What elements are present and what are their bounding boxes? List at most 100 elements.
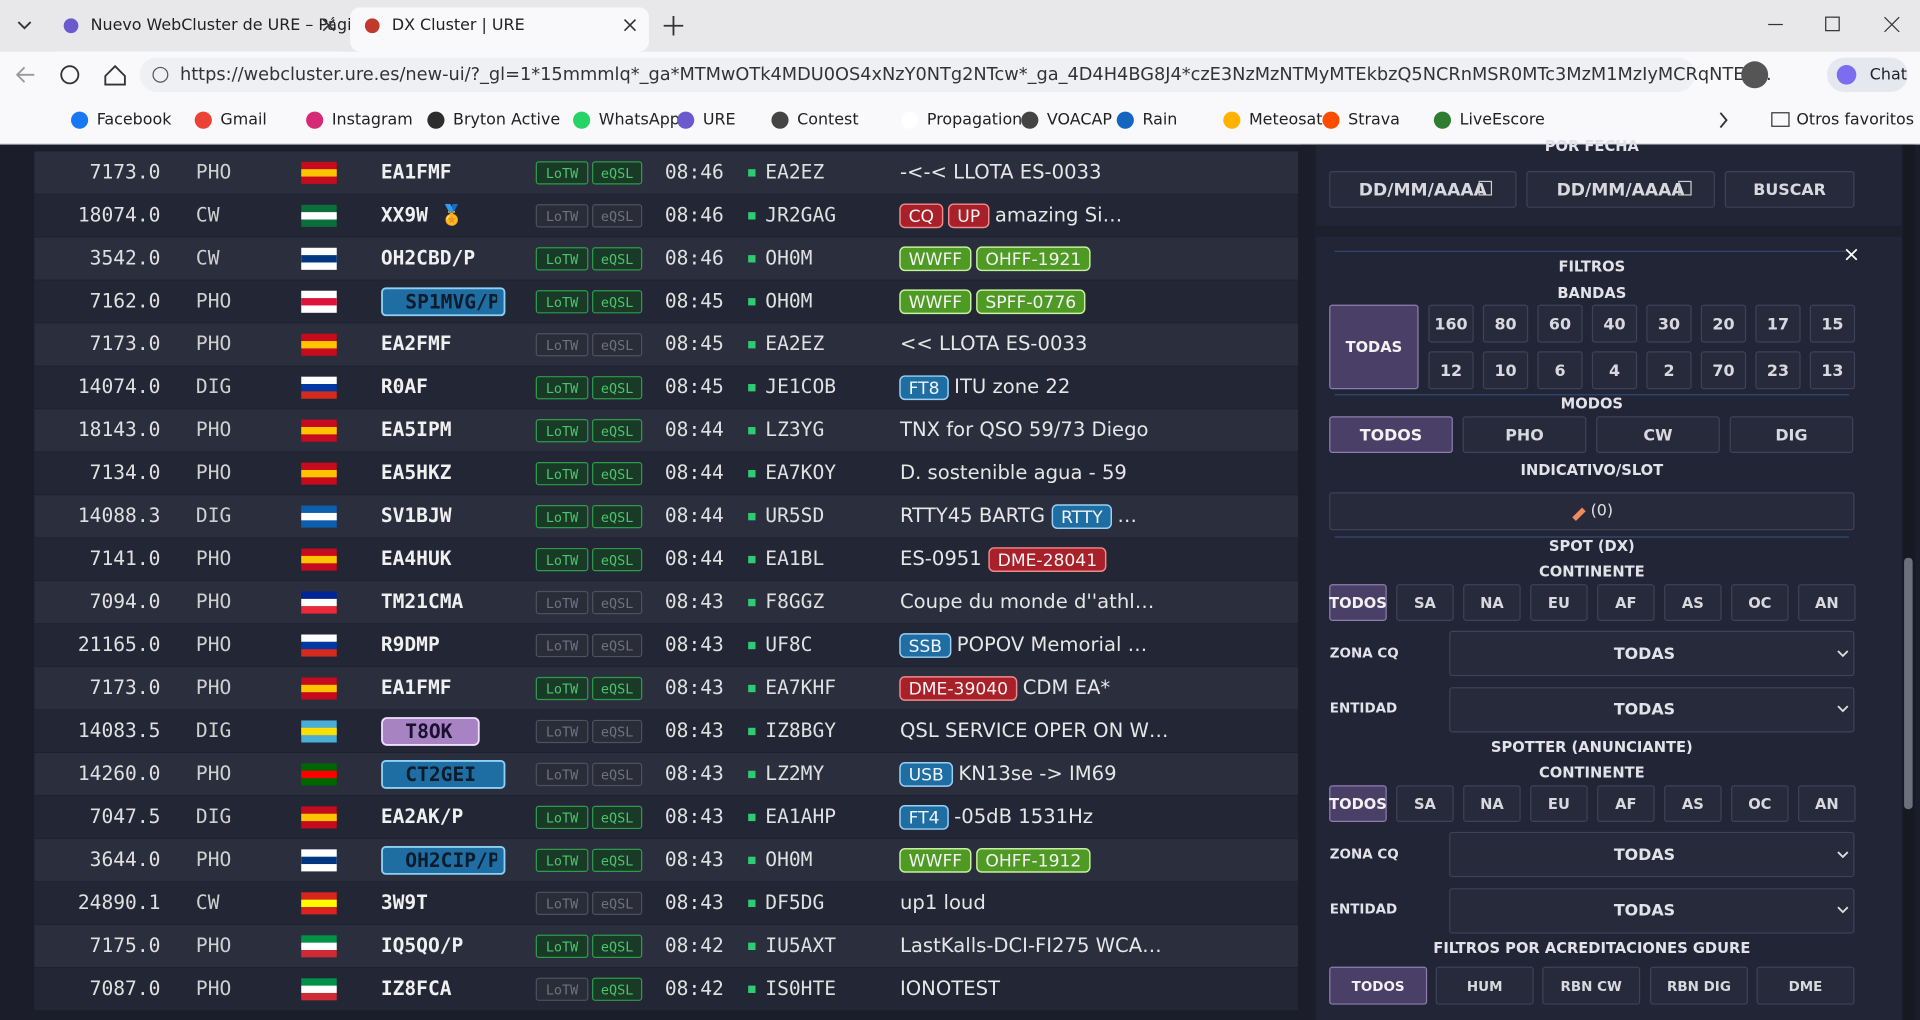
band-button[interactable]	[1591, 351, 1638, 390]
table-row[interactable]	[34, 624, 1298, 667]
time: 08:42	[665, 977, 724, 1000]
band-button[interactable]	[1482, 351, 1529, 390]
continent-button[interactable]	[1664, 584, 1722, 621]
bookmark-icon	[1322, 111, 1340, 129]
comment-tag-label: RTTY	[1061, 508, 1103, 528]
continent-button[interactable]	[1798, 584, 1856, 621]
tab-dropdown	[17, 21, 32, 30]
band-button[interactable]	[1482, 304, 1529, 343]
accreditation-button[interactable]	[1542, 966, 1641, 1005]
time: 08:43	[665, 676, 724, 699]
badge	[535, 676, 589, 701]
select[interactable]	[1449, 888, 1855, 934]
band-button-label: 23	[1767, 361, 1789, 380]
continent-button[interactable]	[1731, 584, 1789, 621]
flag-detail	[301, 341, 337, 349]
badge	[592, 805, 643, 830]
band-button[interactable]	[1646, 304, 1692, 343]
continent-button[interactable]	[1396, 584, 1454, 621]
band-button[interactable]	[1646, 351, 1692, 390]
callsign: EA2AK/P	[381, 805, 464, 828]
table-row[interactable]	[34, 409, 1298, 453]
table-row[interactable]	[34, 194, 1298, 238]
band-button[interactable]	[1537, 304, 1583, 343]
table-row[interactable]	[34, 924, 1298, 968]
mode-button[interactable]	[1462, 416, 1587, 453]
continent-button[interactable]	[1530, 584, 1588, 621]
band-button[interactable]	[1591, 304, 1638, 343]
continent-button[interactable]	[1731, 785, 1789, 823]
band-all[interactable]	[1329, 304, 1419, 390]
select[interactable]	[1449, 630, 1855, 677]
badge-label: LoTW	[546, 424, 579, 440]
band-button-label: 6	[1554, 361, 1565, 380]
continent-button[interactable]	[1530, 785, 1588, 823]
continent-button[interactable]	[1329, 785, 1387, 823]
continent-button[interactable]	[1329, 584, 1387, 621]
section-title: FILTROS POR ACREDITACIONES GDURE	[1433, 940, 1750, 957]
table-row[interactable]	[34, 667, 1298, 710]
accreditation-button[interactable]	[1650, 966, 1748, 1005]
table-row[interactable]	[34, 280, 1298, 324]
continent-button[interactable]	[1597, 584, 1655, 621]
continent-button[interactable]	[1664, 785, 1722, 823]
badge-label: eQSL	[601, 510, 633, 526]
spotter-dot	[748, 641, 756, 650]
accreditation-button-label: RBN CW	[1561, 979, 1622, 995]
table-row[interactable]	[34, 366, 1298, 410]
table-row[interactable]	[34, 752, 1298, 796]
new-tab[interactable]	[663, 15, 684, 36]
select[interactable]	[1449, 687, 1855, 733]
continent-button[interactable]	[1798, 785, 1856, 823]
band-button[interactable]	[1700, 351, 1747, 390]
accreditation-button[interactable]	[1435, 966, 1534, 1005]
select[interactable]	[1449, 831, 1855, 878]
band-button[interactable]	[1700, 304, 1747, 343]
badge-label: eQSL	[601, 381, 633, 397]
mode-button[interactable]	[1329, 416, 1453, 453]
table-row[interactable]	[34, 151, 1298, 195]
table-row[interactable]	[34, 710, 1298, 753]
continent-button[interactable]	[1463, 584, 1521, 621]
band-button[interactable]	[1809, 304, 1856, 343]
band-button[interactable]	[1755, 304, 1801, 343]
flag-detail	[301, 856, 337, 865]
table-row[interactable]	[34, 581, 1298, 625]
date-input[interactable]	[1526, 171, 1715, 208]
frequency: 7134.0	[90, 461, 161, 484]
tab[interactable]	[350, 7, 649, 52]
continent-button[interactable]	[1463, 785, 1521, 823]
mode-button[interactable]	[1729, 416, 1854, 453]
spotter: JE1COB	[765, 375, 836, 398]
time: 08:45	[665, 375, 724, 398]
band-button[interactable]	[1755, 351, 1801, 390]
comment-tag	[899, 676, 1018, 701]
band-button[interactable]	[1428, 351, 1474, 390]
tab[interactable]	[48, 7, 348, 52]
continent-button[interactable]	[1597, 785, 1655, 823]
band-button[interactable]	[1809, 351, 1856, 390]
callsign-input[interactable]	[1329, 492, 1855, 531]
table-row[interactable]	[34, 795, 1298, 839]
table-row[interactable]	[34, 452, 1298, 496]
accreditation-button[interactable]	[1329, 966, 1428, 1005]
callsign: IZ8FCA	[381, 977, 452, 1000]
continent-button[interactable]	[1396, 785, 1454, 823]
frequency: 18143.0	[78, 418, 161, 441]
mode-button[interactable]	[1596, 416, 1720, 453]
search-button[interactable]	[1724, 171, 1855, 208]
comment-tag-label: SPFF-0776	[985, 293, 1076, 313]
accreditation-button[interactable]	[1756, 966, 1855, 1005]
badge	[592, 891, 643, 915]
band-button[interactable]	[1428, 304, 1474, 343]
table-row[interactable]	[34, 323, 1298, 367]
badge	[592, 633, 643, 658]
callsign: CT2GEI	[405, 763, 476, 786]
table-row[interactable]	[34, 967, 1298, 1011]
date-input[interactable]	[1329, 171, 1517, 208]
section-title: POR FECHA	[1545, 138, 1640, 155]
callsign: SP1MVG/P	[405, 290, 499, 313]
band-button[interactable]	[1537, 351, 1583, 390]
table-row[interactable]	[34, 881, 1298, 925]
profile[interactable]	[1741, 61, 1769, 89]
